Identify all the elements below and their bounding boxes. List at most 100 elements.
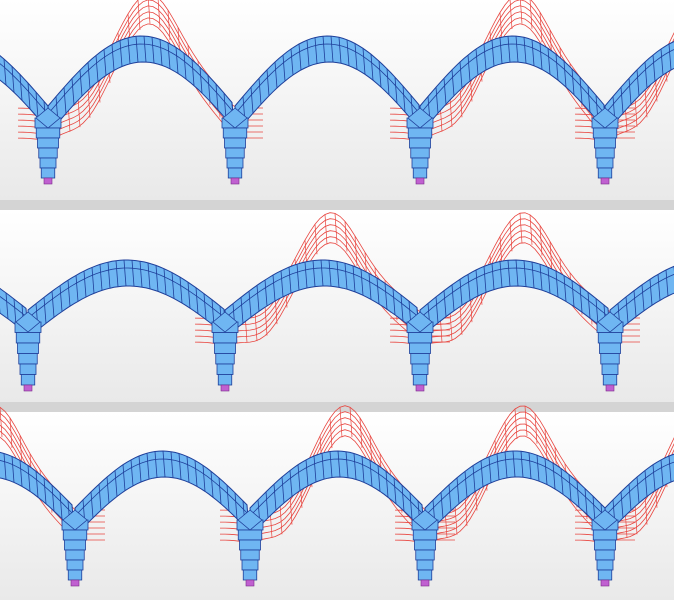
arch-segment (274, 61, 278, 89)
arch-segment (628, 78, 632, 105)
arch-segment (329, 451, 333, 478)
pier-block (592, 127, 618, 139)
arch-segment (186, 456, 190, 483)
arch-segment (314, 37, 318, 64)
deformed-mesh-line (349, 407, 353, 438)
pier-block (19, 363, 37, 375)
arch-segment (472, 465, 476, 492)
deformed-mesh-line (449, 310, 453, 341)
arch-segment (456, 477, 460, 504)
arch-segment (528, 452, 532, 479)
arch-segment (555, 271, 559, 298)
arch-segment (402, 86, 406, 113)
pier-block (597, 569, 613, 581)
pier-block (64, 539, 86, 551)
arch-segment (103, 49, 107, 76)
arch-segment (155, 265, 159, 292)
pier-block (240, 549, 260, 561)
arch-segment (131, 260, 135, 287)
arch-segment (170, 451, 174, 478)
pier-block (215, 353, 235, 365)
pier-block (410, 147, 430, 159)
pier-block (415, 549, 435, 561)
arch-segment (167, 42, 171, 69)
arch-segment (288, 267, 292, 294)
pier-block (225, 147, 245, 159)
pier-block (594, 539, 616, 551)
deformed-mesh-line (524, 405, 528, 437)
deformed-mesh-line (634, 504, 638, 535)
arch-span (604, 453, 674, 536)
arch-segment (67, 280, 71, 307)
arch-structure (0, 212, 674, 392)
arch-segment (178, 453, 182, 480)
arch-edge (0, 63, 49, 115)
arch-segment (592, 496, 596, 523)
pier-block (409, 342, 431, 354)
panel-background (0, 0, 674, 200)
pier-block (216, 363, 234, 375)
arch-segment (644, 470, 648, 497)
arch-segment (328, 260, 332, 287)
arch-segment (306, 40, 310, 67)
arch-segment (147, 262, 151, 289)
arch-segment (665, 270, 669, 297)
arch-segment (3, 453, 7, 480)
arch-segment (641, 284, 645, 311)
pier-support (43, 177, 53, 185)
arch-segment (451, 69, 455, 96)
arch-segment (386, 68, 390, 95)
deformed-mesh-line (644, 87, 648, 118)
panel-separator (0, 200, 674, 210)
deformed-mesh-line (459, 87, 463, 118)
arch-segment (338, 37, 342, 64)
arch-structure (0, 405, 674, 587)
arch-segment (223, 93, 227, 120)
arch-segment (272, 275, 276, 302)
arch-segment (657, 274, 661, 301)
arch-segment (159, 39, 163, 66)
arch-segment (620, 87, 624, 114)
arch-segment (668, 455, 672, 483)
arch-segment (183, 53, 187, 80)
deformed-mesh-line (369, 435, 373, 466)
pier-block (17, 342, 39, 354)
pier-block (37, 137, 59, 149)
arch-segment (440, 492, 444, 519)
arch-segment (652, 55, 656, 82)
arch-segment (369, 460, 373, 487)
deformed-mesh-line (539, 12, 543, 43)
arch-segment (475, 48, 479, 76)
pier-block (597, 332, 623, 344)
pier-joint (212, 311, 238, 333)
pier-block (600, 353, 620, 365)
arch-segment (218, 477, 222, 504)
arch-segment (51, 485, 55, 512)
arch-segment (127, 37, 131, 64)
pier-joint (592, 509, 618, 531)
deformed-mesh-line (529, 0, 533, 29)
pier-joint (597, 311, 623, 333)
arch-segment (146, 453, 150, 480)
deformed-mesh-line (19, 435, 23, 466)
arch-segment (660, 459, 664, 486)
deformed-mesh-line (509, 0, 513, 30)
arch-segment (313, 455, 317, 483)
arch-segment (119, 40, 123, 67)
deformed-mesh-line (449, 96, 453, 127)
deformed-mesh-line (504, 421, 508, 452)
pier-support (245, 579, 255, 587)
arch-segment (668, 44, 672, 71)
pier-block (242, 569, 258, 581)
arch-segment (27, 465, 31, 492)
deformed-mesh-line (137, 0, 141, 30)
arch-segment (59, 492, 63, 519)
pier-block (18, 353, 38, 365)
pier-block (226, 157, 244, 169)
arch-segment (194, 460, 198, 487)
arch-segment (297, 464, 301, 491)
arch-segment (106, 476, 110, 504)
arch-segment (459, 279, 463, 306)
pier-block (417, 569, 433, 581)
arch-span (609, 265, 674, 337)
